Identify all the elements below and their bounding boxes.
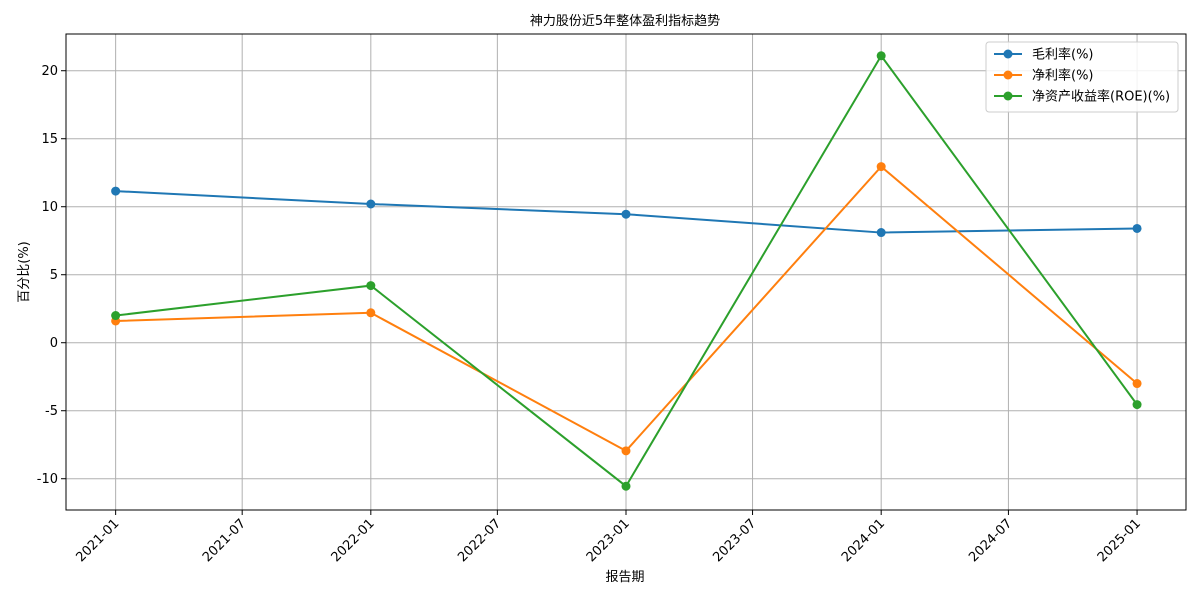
y-axis-label: 百分比(%) (17, 241, 32, 303)
data-point (621, 209, 631, 219)
data-point (366, 281, 376, 291)
legend-item: 毛利率(%) (994, 47, 1094, 63)
y-axis-ticks: -10 -5 0 5 10 15 20 (37, 64, 66, 487)
chart-title: 神力股份近5年整体盈利指标趋势 (530, 13, 720, 29)
legend-box (985, 41, 1179, 113)
y-tick-label: -5 (45, 404, 58, 419)
y-tick-label: -10 (37, 472, 58, 487)
legend-label: 毛利率(%) (1032, 47, 1094, 63)
series-layer (111, 51, 1142, 491)
data-point (876, 228, 886, 238)
legend-swatch-marker (1003, 70, 1013, 80)
data-point (621, 481, 631, 491)
y-tick-label: 15 (41, 132, 58, 147)
legend-swatch-marker (1003, 49, 1013, 59)
data-point (621, 446, 631, 456)
legend-item: 净利率(%) (994, 68, 1094, 84)
y-tick-label: 5 (50, 268, 58, 283)
x-tick-label: 2024-01 (839, 516, 888, 565)
y-tick-label: 0 (50, 336, 58, 351)
data-point (1132, 400, 1142, 410)
x-axis-label: 报告期 (605, 570, 644, 585)
data-point (366, 308, 376, 318)
data-point (111, 311, 121, 321)
data-point (111, 186, 121, 196)
x-tick-label: 2024-07 (966, 516, 1015, 565)
legend-label: 净资产收益率(ROE)(%) (1032, 89, 1170, 105)
grid-layer (66, 34, 1186, 510)
legend: 毛利率(%) 净利率(%) 净资产收益率(ROE)(%) (985, 41, 1179, 113)
legend-swatch-marker (1003, 91, 1013, 101)
series-2 (111, 51, 1142, 491)
x-tick-label: 2023-01 (584, 516, 633, 565)
x-tick-label: 2021-07 (200, 516, 249, 565)
data-point (876, 162, 886, 172)
x-tick-label: 2025-01 (1095, 516, 1144, 565)
data-point (1132, 379, 1142, 389)
legend-item: 净资产收益率(ROE)(%) (994, 89, 1170, 105)
x-axis-ticks: 2021-01 2021-07 2022-01 2022-07 2023-01 2023-… (73, 510, 1144, 565)
legend-label: 净利率(%) (1032, 68, 1094, 84)
x-tick-label: 2023-07 (710, 516, 759, 565)
x-tick-label: 2021-01 (73, 516, 122, 565)
series-0 (111, 186, 1142, 238)
data-point (876, 51, 886, 61)
x-tick-label: 2022-01 (329, 516, 378, 565)
data-point (1132, 223, 1142, 233)
y-tick-label: 10 (41, 200, 58, 215)
series-1 (111, 162, 1142, 456)
data-point (366, 199, 376, 209)
y-tick-label: 20 (41, 64, 58, 79)
x-tick-label: 2022-07 (455, 516, 504, 565)
